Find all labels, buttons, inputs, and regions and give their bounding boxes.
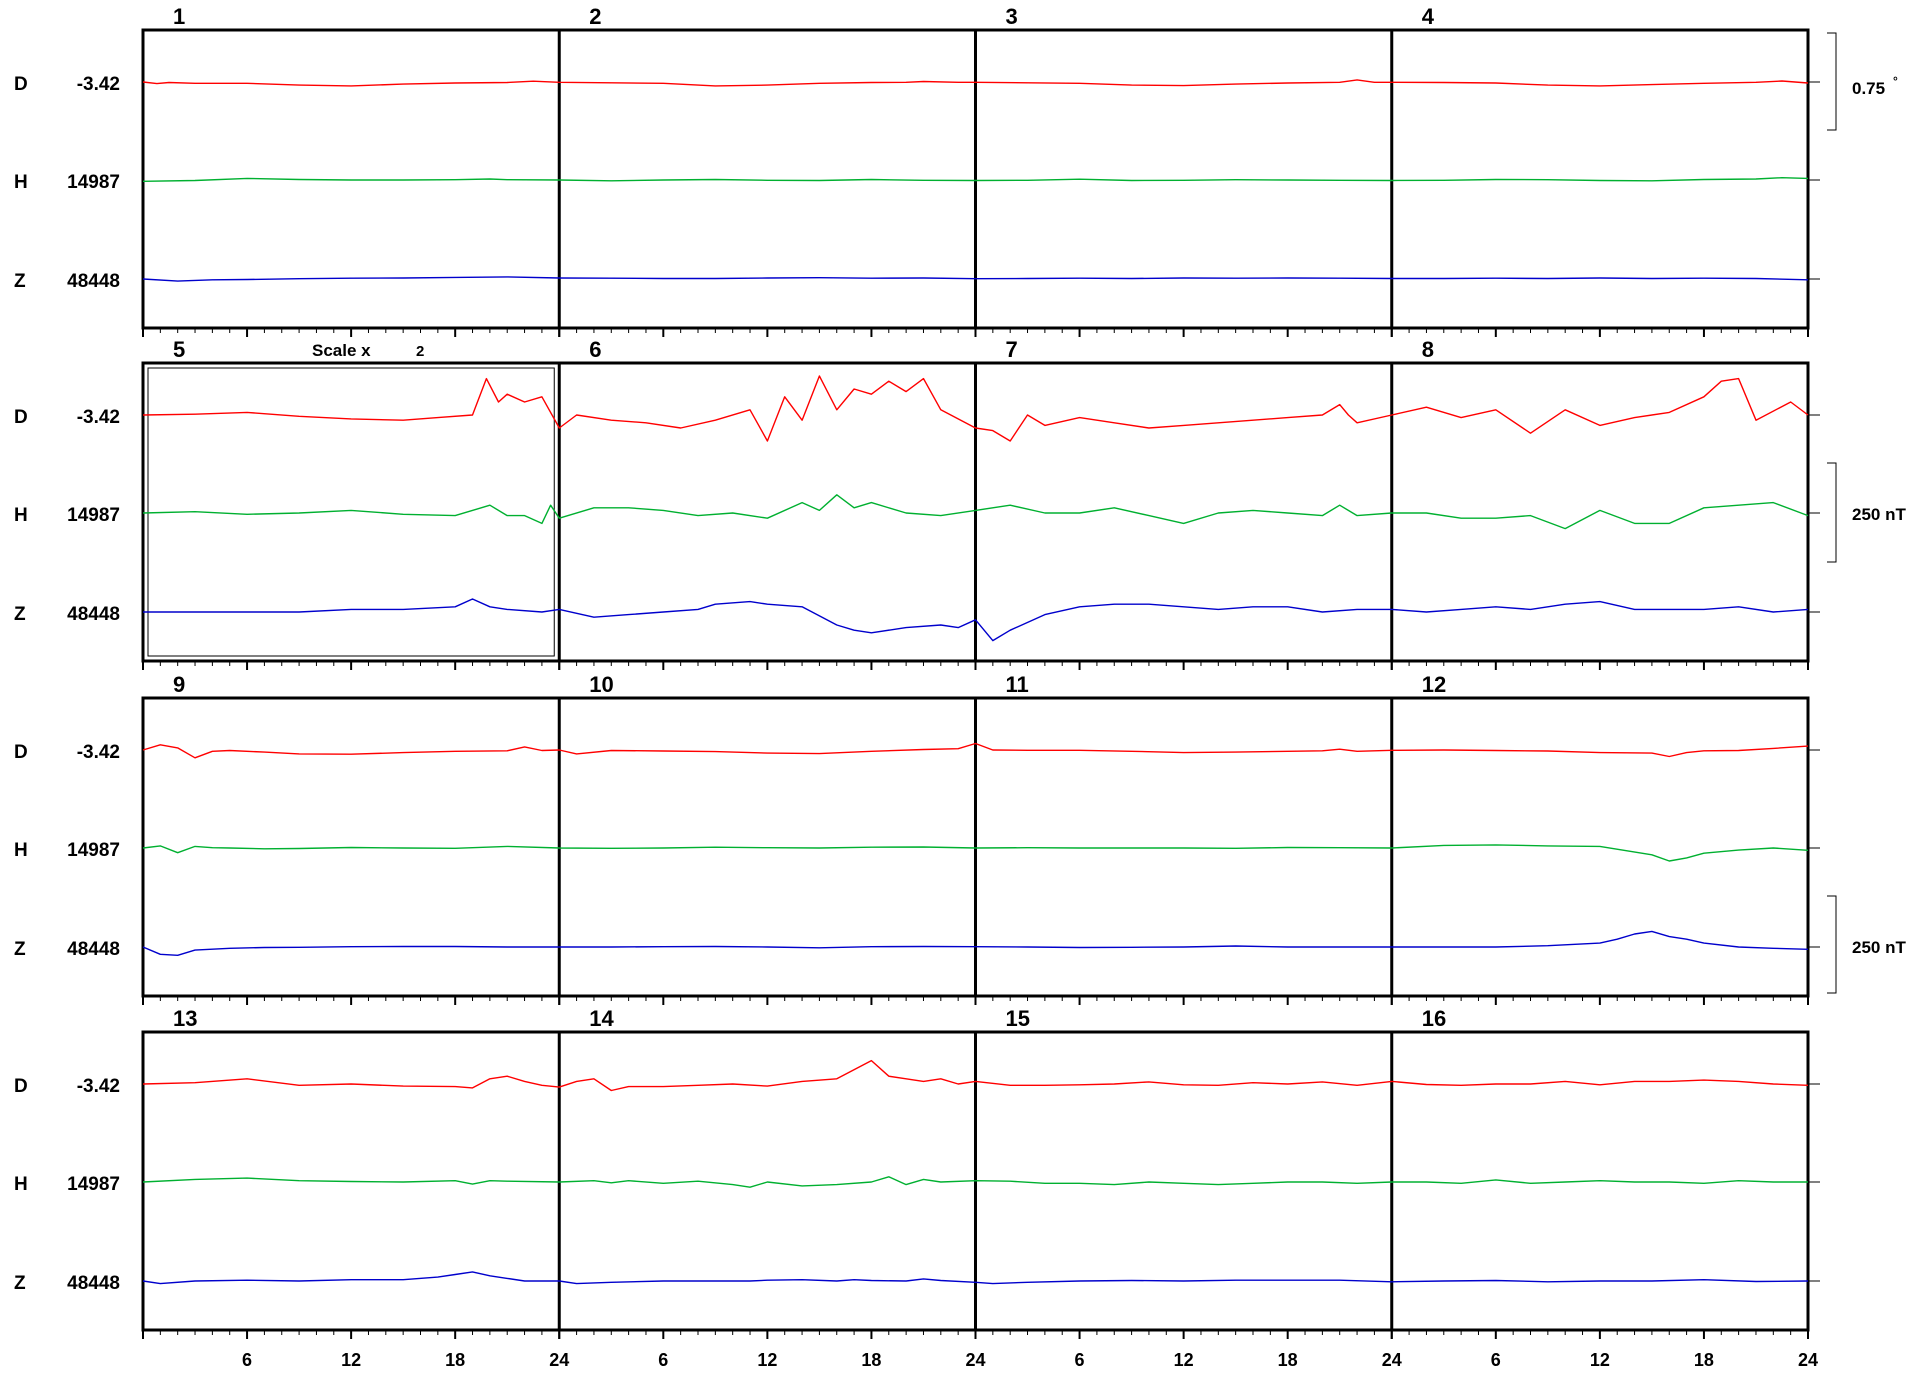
day-number: 16 xyxy=(1422,1006,1446,1031)
component-label: Z xyxy=(14,939,26,960)
data-traces xyxy=(142,79,1809,1285)
component-label: H xyxy=(14,172,28,193)
x-tick-label: 24 xyxy=(1798,1350,1818,1370)
baseline-value: 14987 xyxy=(67,1174,120,1195)
baseline-value: 48448 xyxy=(67,271,120,292)
x-tick-label: 12 xyxy=(1590,1350,1610,1370)
trace-d-row-4 xyxy=(142,1059,1809,1092)
trace-d-row-1 xyxy=(142,79,1809,87)
baseline-value: -3.42 xyxy=(77,407,120,428)
baseline-value: 14987 xyxy=(67,505,120,526)
day-number: 4 xyxy=(1422,4,1435,29)
baseline-value: -3.42 xyxy=(77,1076,120,1097)
day-number: 14 xyxy=(589,1006,614,1031)
trace-d-row-2 xyxy=(142,375,1809,442)
x-tick-label: 24 xyxy=(549,1350,569,1370)
x-tick-label: 6 xyxy=(1075,1350,1085,1370)
baseline-value: 48448 xyxy=(67,604,120,625)
baseline-value: 14987 xyxy=(67,840,120,861)
component-label: H xyxy=(14,1174,28,1195)
day-number: 9 xyxy=(173,672,185,697)
component-label: H xyxy=(14,840,28,861)
baseline-value: 48448 xyxy=(67,1273,120,1294)
scaled-panel-frame xyxy=(147,367,555,657)
x-tick-label: 18 xyxy=(1694,1350,1714,1370)
trace-h-row-2 xyxy=(142,494,1809,530)
component-label: D xyxy=(14,742,28,763)
day-number: 3 xyxy=(1006,4,1018,29)
day-number: 12 xyxy=(1422,672,1446,697)
baseline-value: -3.42 xyxy=(77,742,120,763)
trace-h-row-1 xyxy=(142,177,1809,182)
day-number: 10 xyxy=(589,672,613,697)
day-number: 5 xyxy=(173,337,185,362)
x-tick-label: 6 xyxy=(658,1350,668,1370)
panel-grid xyxy=(141,28,1820,1339)
day-number: 7 xyxy=(1006,337,1018,362)
component-label: Z xyxy=(14,271,26,292)
component-label: H xyxy=(14,505,28,526)
trace-z-row-2 xyxy=(143,598,1809,642)
x-tick-label: 12 xyxy=(1174,1350,1194,1370)
trace-z-row-4 xyxy=(142,1271,1809,1285)
day-number: 13 xyxy=(173,1006,197,1031)
baseline-value: -3.42 xyxy=(77,74,120,95)
x-tick-label: 18 xyxy=(861,1350,881,1370)
baseline-value: 14987 xyxy=(67,172,120,193)
x-tick-label: 24 xyxy=(965,1350,985,1370)
x-tick-label: 12 xyxy=(757,1350,777,1370)
trace-h-row-3 xyxy=(142,844,1809,862)
component-label: D xyxy=(14,1076,28,1097)
scale-bar-label: 0.75 xyxy=(1852,79,1885,98)
scale-bar xyxy=(1827,895,1837,994)
day-number: 11 xyxy=(1006,672,1029,697)
day-number: 2 xyxy=(589,4,601,29)
day-number: 15 xyxy=(1006,1006,1030,1031)
x-tick-label: 6 xyxy=(1491,1350,1501,1370)
scale-bar xyxy=(1827,32,1837,131)
scale-note-label: Scale x xyxy=(312,341,371,360)
trace-d-row-3 xyxy=(142,742,1809,759)
trace-z-row-3 xyxy=(142,930,1809,956)
x-tick-label: 18 xyxy=(1278,1350,1298,1370)
day-number: 8 xyxy=(1422,337,1434,362)
x-tick-label: 6 xyxy=(242,1350,252,1370)
component-label: D xyxy=(14,407,28,428)
scale-bar-label: 250 nT xyxy=(1852,505,1906,524)
x-tick-label: 18 xyxy=(445,1350,465,1370)
component-label: Z xyxy=(14,604,26,625)
scale-bar xyxy=(1827,462,1837,563)
x-tick-label: 24 xyxy=(1382,1350,1402,1370)
scale-note-value: 2 xyxy=(416,343,424,360)
trace-h-row-4 xyxy=(142,1176,1808,1188)
baseline-value: 48448 xyxy=(67,939,120,960)
day-number: 6 xyxy=(589,337,601,362)
scale-bar-unit: ° xyxy=(1893,74,1898,88)
x-tick-label: 12 xyxy=(341,1350,361,1370)
trace-z-row-1 xyxy=(142,276,1809,282)
component-label: D xyxy=(14,74,28,95)
scale-bar-label: 250 nT xyxy=(1852,938,1906,957)
day-number: 1 xyxy=(173,4,185,29)
component-label: Z xyxy=(14,1273,26,1294)
